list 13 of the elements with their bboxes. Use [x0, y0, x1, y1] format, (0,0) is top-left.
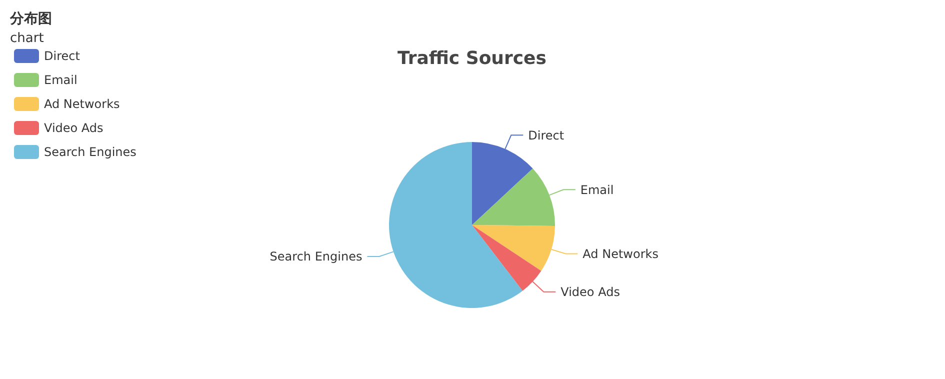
text: 分布图	[9, 11, 52, 27]
legend-label: Email	[44, 73, 78, 88]
slice-label: Email	[580, 182, 614, 197]
legend-label: Video Ads	[44, 121, 104, 136]
chart-title: Traffic Sources	[398, 48, 546, 69]
slice-label: Ad Networks	[582, 246, 658, 261]
slice-label: Direct	[528, 128, 564, 142]
legend-label: Direct	[44, 49, 80, 64]
legend-label: Ad Networks	[44, 97, 120, 112]
slice-label: Search Engines	[270, 250, 362, 264]
slice-label: Video Ads	[560, 285, 620, 300]
text: chart	[10, 31, 44, 46]
legend-label: Search Engines	[44, 145, 136, 160]
